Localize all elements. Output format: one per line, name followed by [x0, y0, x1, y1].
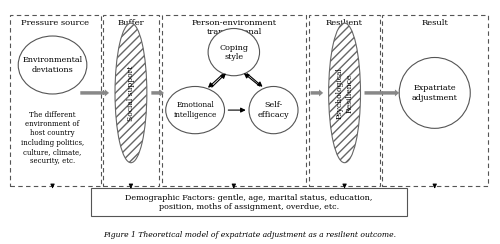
Bar — [91, 188, 407, 216]
Text: Emotional
intelligence: Emotional intelligence — [174, 102, 217, 119]
Text: Person-environment
transactional: Person-environment transactional — [192, 19, 276, 36]
Text: Buffer: Buffer — [118, 19, 144, 27]
Text: Social support: Social support — [127, 65, 135, 121]
Text: Coping
style: Coping style — [220, 43, 248, 61]
Text: Self-
efficacy: Self- efficacy — [258, 102, 290, 119]
Ellipse shape — [18, 36, 87, 94]
Ellipse shape — [208, 29, 260, 76]
Ellipse shape — [328, 23, 360, 163]
Text: Expatriate
adjustment: Expatriate adjustment — [412, 84, 458, 102]
Bar — [382, 15, 488, 186]
Ellipse shape — [399, 58, 470, 128]
Text: Result: Result — [422, 19, 448, 27]
Ellipse shape — [115, 23, 147, 163]
Text: Environmental
deviations: Environmental deviations — [22, 56, 82, 74]
Bar — [103, 15, 160, 186]
Text: Resilient: Resilient — [326, 19, 363, 27]
Text: Psychological
Resilience: Psychological Resilience — [336, 67, 353, 119]
Ellipse shape — [249, 86, 298, 134]
Bar — [162, 15, 306, 186]
Text: The different
environment of
host country
including politics,
culture, climate,
: The different environment of host countr… — [21, 111, 84, 165]
Text: Pressure source: Pressure source — [21, 19, 89, 27]
Text: Demographic Factors: gentle, age, marital status, education,
position, moths of : Demographic Factors: gentle, age, marita… — [125, 194, 372, 211]
Bar — [309, 15, 380, 186]
Ellipse shape — [166, 86, 224, 134]
Bar — [10, 15, 101, 186]
Text: Figure 1 Theoretical model of expatriate adjustment as a resilient outcome.: Figure 1 Theoretical model of expatriate… — [104, 231, 397, 239]
